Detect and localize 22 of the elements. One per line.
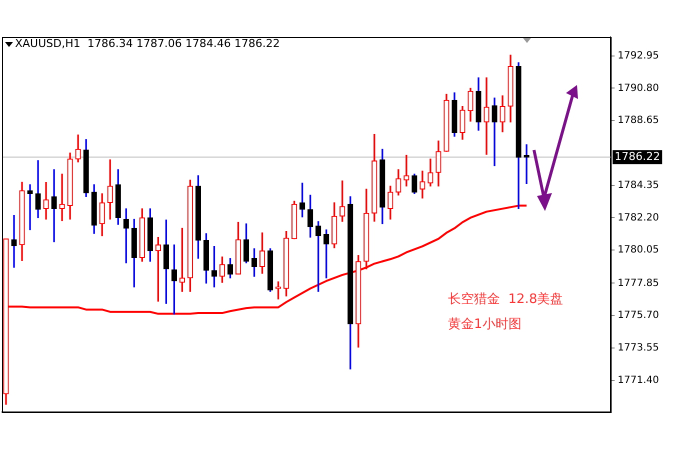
- y-tick-label: 1773.55: [618, 342, 660, 354]
- y-tick-label: 1780.05: [618, 244, 660, 256]
- ref-line-label: 1786.22: [614, 150, 660, 164]
- y-tick-label: 1792.95: [618, 50, 660, 62]
- candlestick: [27, 184, 33, 230]
- annotation: 长空猎金 12.8美盘: [448, 291, 564, 308]
- candlestick: [492, 98, 498, 166]
- candlestick: [51, 169, 57, 242]
- candlestick: [404, 154, 410, 186]
- y-tick-label: 1777.85: [618, 278, 660, 289]
- annotation: 黄金1小时图: [448, 316, 522, 333]
- y-tick-label: 1782.20: [618, 212, 660, 224]
- candlestick: [484, 77, 490, 155]
- y-tick-label: 1775.70: [618, 310, 660, 322]
- candlestick: [59, 174, 65, 222]
- y-tick-label: 1784.35: [618, 180, 660, 191]
- y-tick-label: 1771.40: [618, 374, 660, 386]
- candlestick: [11, 214, 17, 268]
- chart-title: XAUUSD,H1 1786.34 1787.06 1784.46 1786.22: [15, 37, 280, 50]
- candlestick: [43, 182, 49, 220]
- y-tick-label: 1790.80: [618, 82, 660, 94]
- y-tick-label: 1788.65: [618, 115, 660, 126]
